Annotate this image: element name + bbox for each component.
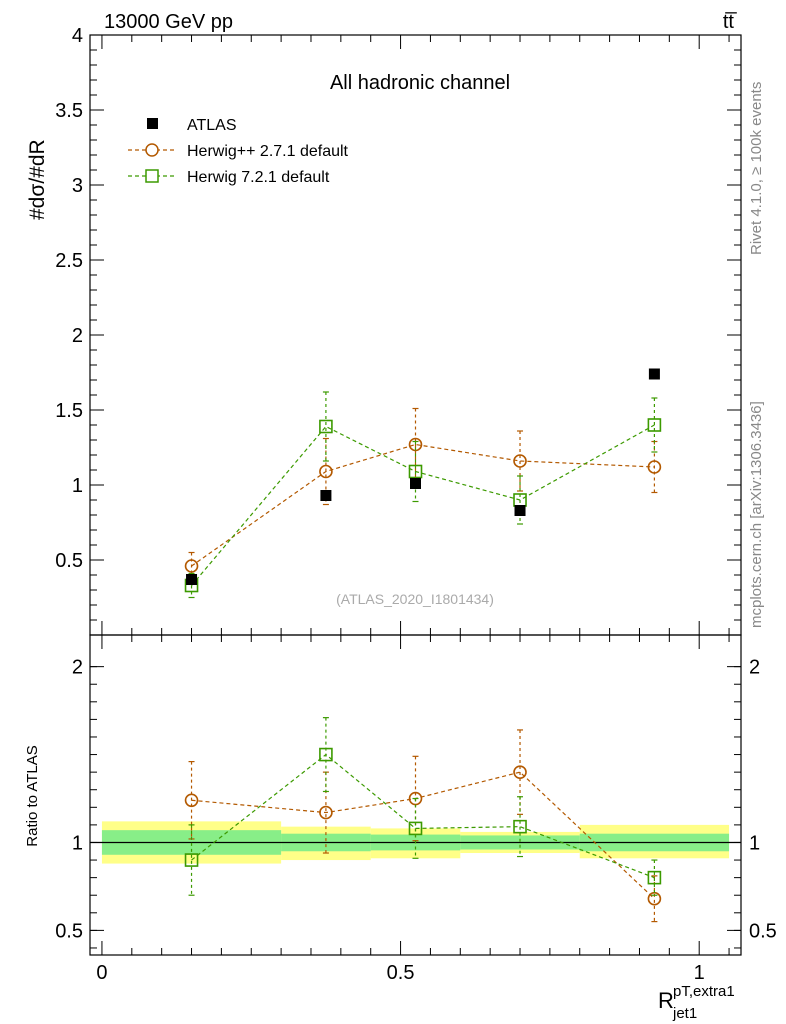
mcplots-label: mcplots.cern.ch [arXiv:1306.3436] <box>748 401 765 628</box>
legend-herwig7-label: Herwig 7.2.1 default <box>187 169 330 186</box>
herwigpp-point <box>319 464 333 479</box>
x-axis-label-main: R <box>658 988 674 1013</box>
chart-title: All hadronic channel <box>330 72 510 94</box>
main-y-tick-label: 4 <box>72 25 83 47</box>
ratio-herwig7-point <box>319 747 333 762</box>
x-axis-label-sub: jet1 <box>672 1005 697 1022</box>
ratio-panel-frame <box>89 634 742 956</box>
main-panel: 0.5 1 1.5 2 2.5 3 3.5 4 All hadronic channel (A… <box>26 25 742 636</box>
energy-label: 13000 GeV pp <box>104 11 233 33</box>
legend-atlas-marker <box>147 118 158 129</box>
herwigpp-connector <box>191 443 655 567</box>
atlas-point <box>514 505 526 516</box>
main-y-tick-label: 3 <box>72 175 83 197</box>
main-y-tick-label: 1.5 <box>55 400 83 422</box>
x-tick-label: 0.5 <box>387 962 415 984</box>
ratio-y-tick-label: 1 <box>72 832 83 854</box>
process-label: tt̅ <box>723 11 737 33</box>
legend-herwigpp-marker <box>145 143 159 157</box>
legend: ATLAS Herwig++ 2.7.1 default Herwig 7.2.… <box>128 117 349 186</box>
ratio-herwigpp-point <box>513 765 527 779</box>
herwig7-point <box>408 464 423 479</box>
herwig7-connector <box>191 424 655 586</box>
ratio-y-tick-label: 0.5 <box>55 920 83 942</box>
analysis-label: (ATLAS_2020_I1801434) <box>336 591 494 607</box>
herwigpp-point <box>647 460 662 474</box>
main-axis-ticks: 0.5 1 1.5 2 2.5 3 3.5 4 <box>55 25 741 636</box>
atlas-point <box>186 574 198 585</box>
main-y-tick-label: 3.5 <box>55 100 83 122</box>
main-series-layer <box>184 368 662 599</box>
main-y-axis-label: #dσ/#dR <box>26 139 49 220</box>
main-y-axis-label-text: #dσ/#dR <box>26 139 49 220</box>
main-y-tick-label: 1 <box>72 475 83 497</box>
ratio-herwig7-point <box>184 853 199 867</box>
main-y-tick-label: 2.5 <box>55 250 83 272</box>
ratio-y-tick-label-right: 0.5 <box>749 920 777 942</box>
atlas-point <box>320 490 332 501</box>
rivet-version-label: Rivet 4.1.0, ≥ 100k events <box>748 82 765 255</box>
ratio-y-tick-label: 2 <box>72 657 83 679</box>
ratio-y-axis-label: Ratio to ATLAS <box>24 745 41 846</box>
x-tick-label: 1 <box>694 962 705 984</box>
ratio-herwig7-connector <box>191 753 655 879</box>
atlas-point <box>410 478 421 489</box>
herwig7-point <box>319 419 333 434</box>
ratio-y-tick-label-right: 1 <box>749 832 760 854</box>
herwig7-point <box>647 418 662 432</box>
legend-atlas-label: ATLAS <box>187 117 237 134</box>
x-tick-label: 0 <box>96 962 107 984</box>
herwigpp-point <box>184 559 199 573</box>
herwigpp-point <box>513 454 527 468</box>
ratio-y-tick-label-right: 2 <box>749 657 760 679</box>
main-y-tick-label: 2 <box>72 325 83 347</box>
ratio-panel: 0.5 0.5 1 1 2 2 0 0.5 1 Ratio to ATLAS R pT,extr… <box>24 634 777 1022</box>
ratio-axis-ticks: 0.5 0.5 1 1 2 2 0 0.5 1 <box>55 635 777 984</box>
legend-herwig7-marker <box>145 169 159 183</box>
main-y-tick-label: 0.5 <box>55 550 83 572</box>
x-axis-label-sup: pT,extra1 <box>673 983 735 1000</box>
atlas-point <box>648 368 660 380</box>
legend-herwigpp-label: Herwig++ 2.7.1 default <box>187 143 349 160</box>
ratio-herwigpp-point <box>184 793 199 808</box>
ratio-series-layer <box>184 717 662 923</box>
x-axis-label: R pT,extra1 jet1 <box>658 983 735 1022</box>
ratio-herwig7-point <box>513 819 527 834</box>
ratio-herwig7-point <box>647 870 662 885</box>
ratio-herwig7-point <box>408 821 423 836</box>
ratio-herwigpp-point <box>319 805 333 820</box>
